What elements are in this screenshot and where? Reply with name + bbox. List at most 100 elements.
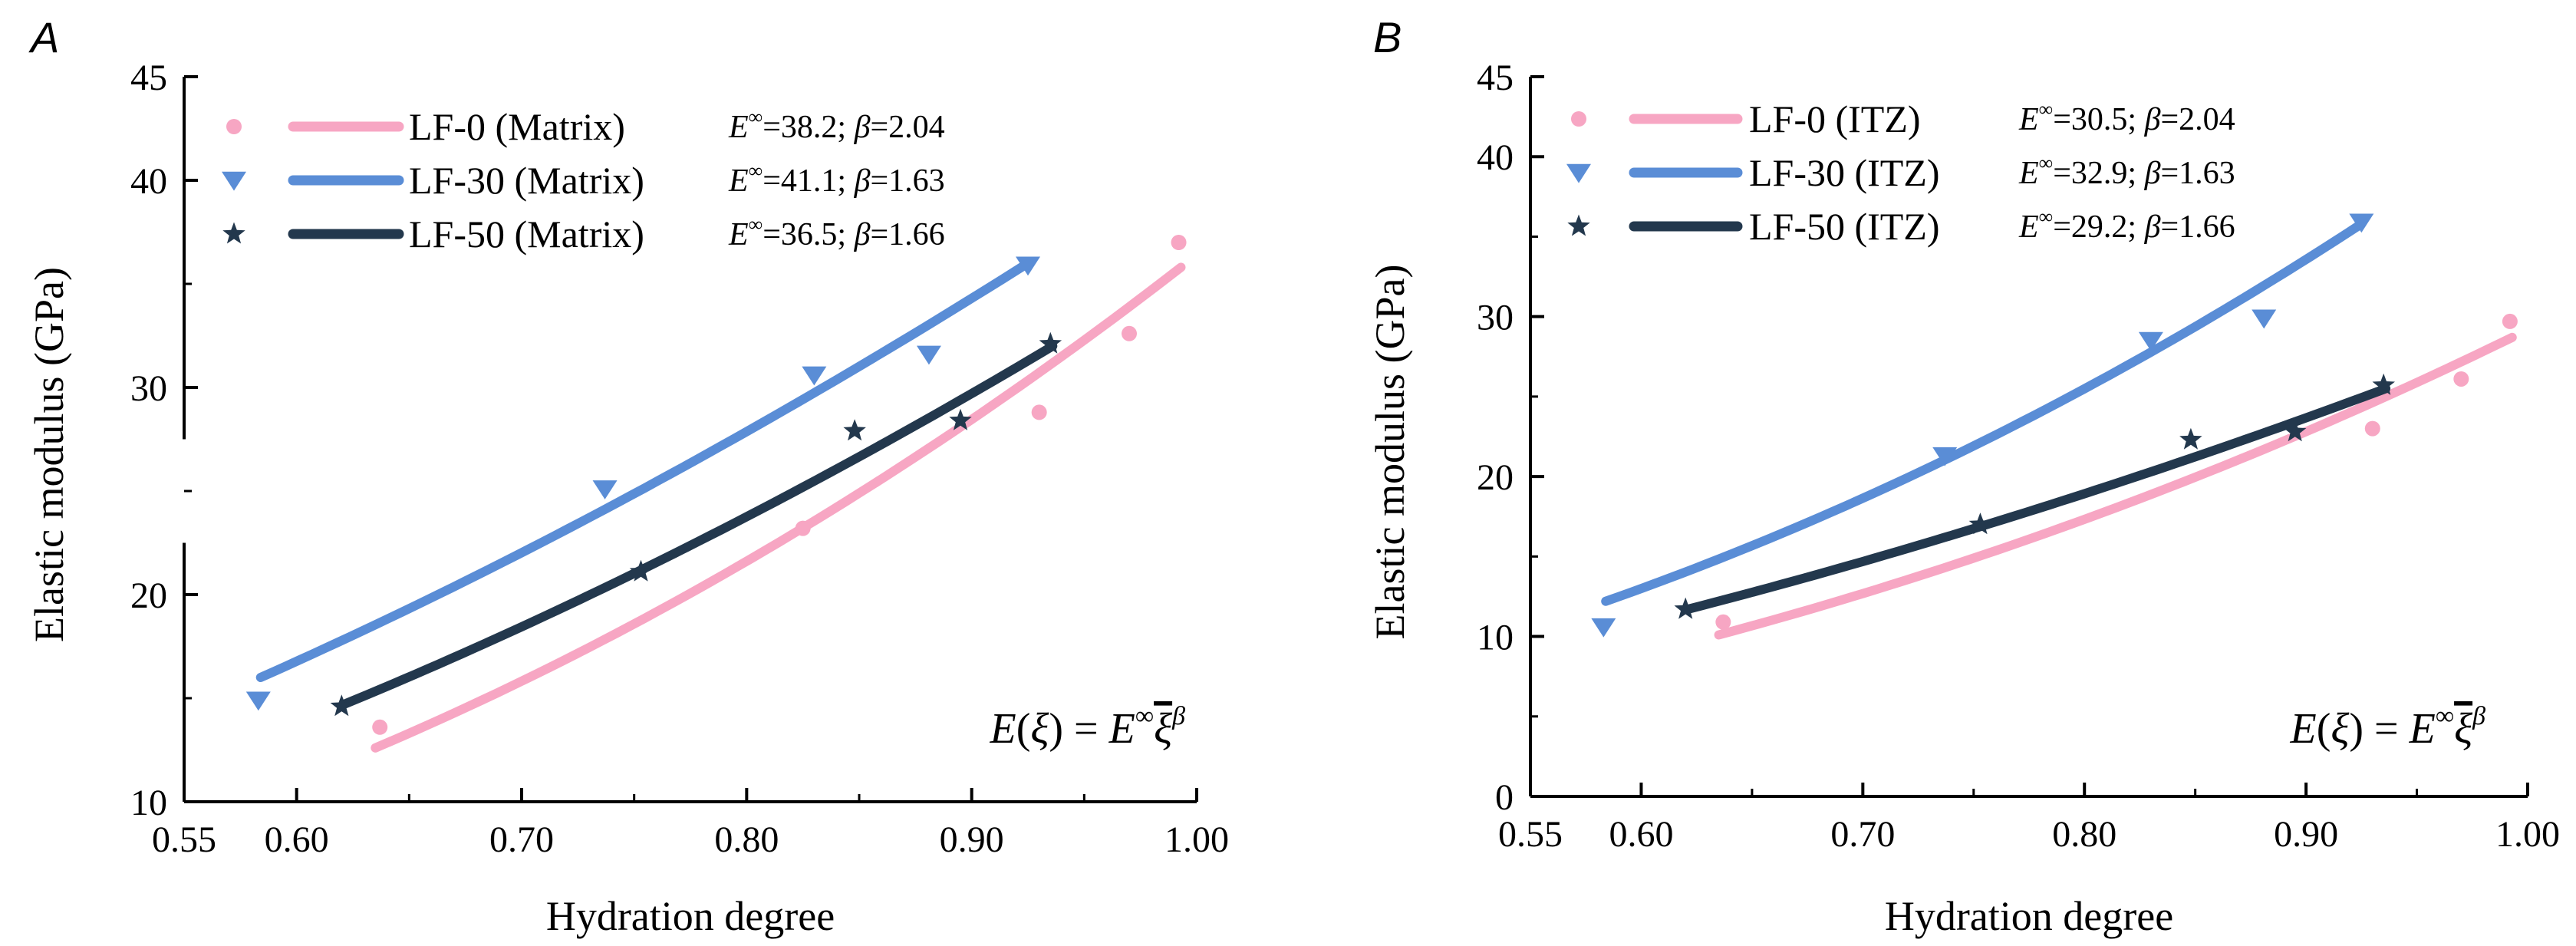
legend-marker bbox=[1567, 214, 1590, 236]
annotation-beta-symbol: β bbox=[2144, 102, 2161, 137]
formula-beta: β bbox=[1171, 702, 1185, 730]
panel-letter: B bbox=[1373, 13, 1402, 61]
y-axis-title: Elastic modulus (GPa) bbox=[1367, 265, 1413, 640]
x-tick-label: 0.60 bbox=[1609, 814, 1673, 855]
annotation-beta-value: =1.66 bbox=[870, 217, 944, 252]
legend-marker bbox=[226, 119, 242, 134]
annotation-beta-symbol: β bbox=[854, 163, 871, 199]
fit-curve bbox=[1601, 219, 2367, 606]
data-point bbox=[949, 408, 972, 430]
y-tick-label: 40 bbox=[1477, 137, 1514, 178]
annotation-e-value: =32.9; bbox=[2053, 156, 2144, 191]
annotation-e-value: =38.2; bbox=[763, 110, 854, 145]
fit-parameter-annotation: E∞=32.9; β=1.63 bbox=[2018, 152, 2235, 191]
annotation-beta-value: =1.66 bbox=[2160, 209, 2235, 245]
annotation-e-value: =41.1; bbox=[763, 163, 854, 199]
legend-marker bbox=[222, 171, 246, 191]
data-point bbox=[1968, 513, 1992, 535]
annotation-beta-value: =1.63 bbox=[2160, 156, 2235, 191]
y-axis-title: Elastic modulus (GPa) bbox=[26, 267, 72, 642]
formula-infinity: ∞ bbox=[1135, 702, 1154, 730]
data-point bbox=[2179, 427, 2202, 450]
y-tick-label: 20 bbox=[130, 575, 167, 616]
data-point bbox=[1674, 597, 1697, 619]
formula-lhs: E bbox=[2290, 705, 2317, 753]
chart-panel-b: B 0.55 0.60 0.70 0.80 0.90 1.00 0 10 20 30 40 45 Hydr… bbox=[1367, 13, 2560, 939]
legend-label: LF-50 (ITZ) bbox=[1749, 205, 1940, 248]
x-tick-label: 0.70 bbox=[489, 819, 554, 860]
annotation-infinity: ∞ bbox=[2039, 152, 2054, 174]
legend-label: LF-0 (ITZ) bbox=[1749, 97, 1921, 140]
y-tick-label: 30 bbox=[1477, 298, 1514, 338]
formula-xi-bar: ξ bbox=[1154, 705, 1172, 753]
legend-label: LF-30 (ITZ) bbox=[1749, 151, 1940, 194]
annotation-beta-symbol: β bbox=[854, 217, 871, 252]
y-tick-label: 30 bbox=[130, 368, 167, 409]
annotation-infinity: ∞ bbox=[749, 106, 763, 128]
data-point bbox=[2138, 331, 2163, 351]
data-point bbox=[802, 366, 827, 386]
annotation-e-symbol: E bbox=[728, 110, 749, 145]
data-point bbox=[2349, 213, 2374, 233]
data-point bbox=[2372, 373, 2395, 395]
formula-equals: ) = bbox=[1049, 705, 1108, 753]
legend-marker bbox=[1571, 111, 1586, 127]
annotation-beta-value: =2.04 bbox=[870, 110, 944, 145]
y-tick-label: 20 bbox=[1477, 457, 1514, 498]
fit-parameter-annotation: E∞=30.5; β=2.04 bbox=[2018, 98, 2235, 137]
annotation-beta-value: =1.63 bbox=[870, 163, 944, 199]
data-point bbox=[1932, 447, 1958, 466]
formula-paren: ( bbox=[2317, 705, 2331, 753]
fit-parameter-annotation: E∞=29.2; β=1.66 bbox=[2018, 206, 2235, 245]
panel-letter: A bbox=[28, 13, 59, 61]
data-point bbox=[2502, 313, 2518, 329]
annotation-beta-symbol: β bbox=[2144, 209, 2161, 245]
fit-curve bbox=[1683, 384, 2391, 615]
formula: E(ξ) = E∞ξβ bbox=[990, 702, 1186, 753]
data-point bbox=[1039, 331, 1062, 354]
annotation-e-symbol: E bbox=[728, 163, 749, 199]
y-tick-label: 0 bbox=[1495, 777, 1514, 818]
x-axis-title: Hydration degree bbox=[1885, 893, 2173, 939]
data-point bbox=[1715, 614, 1731, 630]
data-point bbox=[2453, 371, 2469, 387]
annotation-e-value: =36.5; bbox=[763, 217, 854, 252]
annotation-e-value: =29.2; bbox=[2053, 209, 2144, 245]
legend-marker bbox=[222, 222, 245, 244]
annotation-e-symbol: E bbox=[2018, 209, 2039, 245]
data-point bbox=[1016, 256, 1040, 276]
data-point bbox=[372, 719, 388, 735]
x-tick-label: 0.90 bbox=[940, 819, 1004, 860]
formula-paren: ( bbox=[1016, 705, 1031, 753]
fit-curve bbox=[371, 262, 1186, 753]
chart-panel-a: A 0.55 0.60 0.70 0.80 0.90 1.00 10 20 30 40 45 Hydra… bbox=[26, 13, 1229, 939]
legend-label: LF-30 (Matrix) bbox=[409, 159, 644, 202]
fit-curve bbox=[1714, 332, 2517, 640]
fit-parameter-annotation: E∞=41.1; β=1.63 bbox=[728, 160, 945, 199]
legend-label: LF-50 (Matrix) bbox=[409, 213, 644, 255]
formula-equals: ) = bbox=[2349, 705, 2409, 753]
x-tick-label: 0.55 bbox=[1498, 814, 1563, 855]
formula-rhs-e: E bbox=[1108, 705, 1135, 753]
fit-parameter-annotation: E∞=38.2; β=2.04 bbox=[728, 106, 945, 145]
legend-label: LF-0 (Matrix) bbox=[409, 105, 625, 148]
formula-rhs-e: E bbox=[2409, 705, 2436, 753]
data-point bbox=[1171, 235, 1187, 250]
data-point bbox=[1122, 325, 1137, 341]
fit-parameter-annotation: E∞=36.5; β=1.66 bbox=[728, 213, 945, 252]
formula-lhs: E bbox=[990, 705, 1016, 753]
annotation-beta-value: =2.04 bbox=[2160, 102, 2235, 137]
x-tick-label: 0.90 bbox=[2274, 814, 2338, 855]
y-tick-label: 10 bbox=[130, 783, 167, 823]
data-point bbox=[2283, 420, 2307, 442]
data-point bbox=[629, 559, 653, 582]
annotation-e-symbol: E bbox=[2018, 156, 2039, 191]
annotation-infinity: ∞ bbox=[2039, 206, 2054, 228]
annotation-e-symbol: E bbox=[728, 217, 749, 252]
data-point bbox=[795, 520, 811, 536]
fit-curve bbox=[339, 341, 1058, 710]
annotation-e-value: =30.5; bbox=[2053, 102, 2144, 137]
annotation-beta-symbol: β bbox=[2144, 156, 2161, 191]
fit-curve bbox=[255, 259, 1033, 682]
